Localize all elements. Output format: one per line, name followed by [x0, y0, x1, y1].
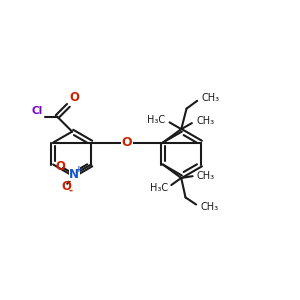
Text: O: O	[61, 180, 71, 193]
Text: CH₃: CH₃	[200, 202, 218, 212]
Text: H₃C: H₃C	[147, 115, 165, 125]
Text: +: +	[75, 166, 83, 175]
Text: O: O	[56, 160, 66, 173]
Text: CH₃: CH₃	[197, 171, 215, 181]
Text: H₃C: H₃C	[150, 183, 168, 193]
Text: CH₃: CH₃	[196, 116, 214, 126]
Text: O: O	[122, 136, 132, 149]
Text: CH₃: CH₃	[201, 93, 220, 103]
Text: -: -	[69, 186, 73, 196]
Text: Cl: Cl	[31, 106, 42, 116]
Text: O: O	[70, 91, 80, 104]
Text: N: N	[69, 168, 79, 181]
